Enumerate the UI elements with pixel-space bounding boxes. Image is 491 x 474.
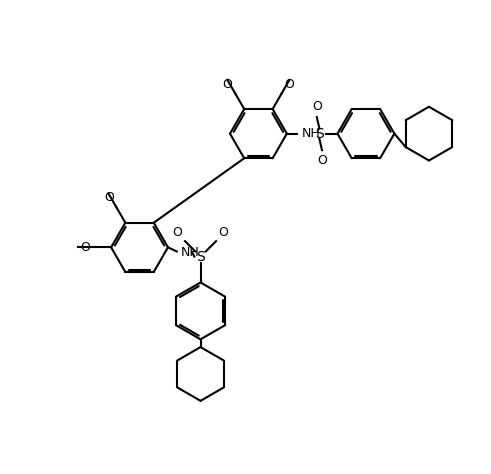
Text: O: O <box>317 155 327 167</box>
Text: S: S <box>196 250 205 264</box>
Text: O: O <box>81 241 90 254</box>
Text: O: O <box>218 226 228 238</box>
Text: NH: NH <box>301 127 320 140</box>
Text: O: O <box>223 78 233 91</box>
Text: S: S <box>315 127 324 141</box>
Text: NH: NH <box>181 246 200 259</box>
Text: O: O <box>172 226 183 238</box>
Text: O: O <box>284 78 294 91</box>
Text: O: O <box>104 191 114 204</box>
Text: O: O <box>312 100 322 113</box>
